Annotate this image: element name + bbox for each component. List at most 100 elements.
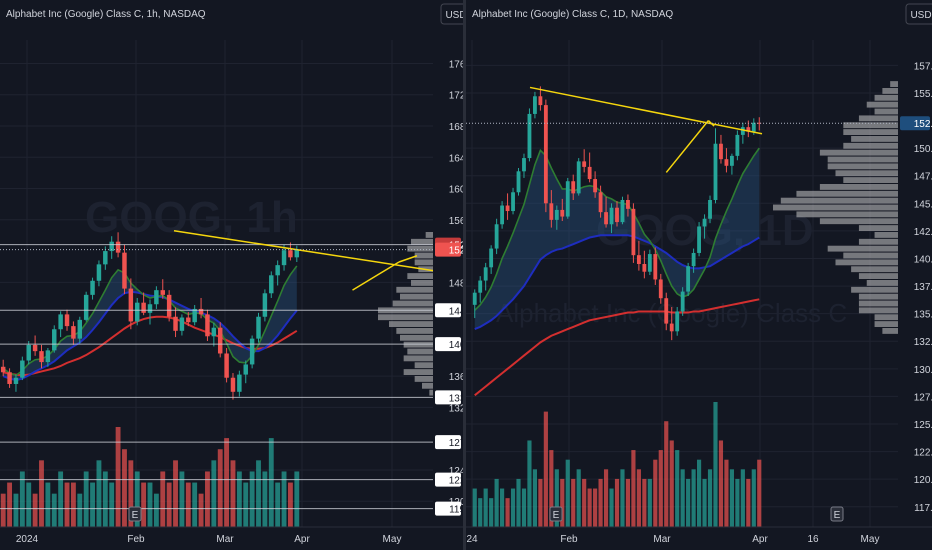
candle [32,344,38,352]
volume-bar [217,449,223,527]
candle [122,252,127,289]
candle [96,264,102,281]
price-level-badge-text: 127.56 [449,438,463,449]
candle [135,302,140,322]
volume-bar [746,478,751,527]
candle [288,250,293,258]
time-axis[interactable]: 2024 Feb Mar Apr May [0,526,463,550]
volume-profile-bar [429,389,433,396]
volume-bar [500,488,505,527]
price-level-badge-text: 119.05 [449,505,463,516]
volume-bar [26,482,32,527]
price-level-badge-text: 122.77 [449,476,463,487]
volume-bar [675,450,680,527]
volume-bar [707,469,713,527]
candle [708,200,712,219]
candle [631,208,636,256]
candles [0,232,300,400]
price-level-badge[interactable] [435,337,461,352]
volume-bar [664,421,669,527]
candle [478,280,483,293]
time-tick-label: Apr [752,534,768,545]
volume-bar [45,482,51,527]
volume-bar [472,488,477,527]
last-price-badge[interactable] [900,116,930,131]
time-axis[interactable]: 24 Feb Mar Apr 16 May [466,526,932,550]
price-tick-label: 124.00 [449,466,463,477]
candle [275,265,280,276]
candle [719,143,723,160]
volume-bar [115,427,121,527]
price-level-badge[interactable] [435,501,461,516]
price-tick-label: 137.50 [914,282,932,293]
volume-profile-bar [403,355,433,362]
volume-bar [631,450,636,527]
volume-bar [205,471,210,527]
volume-bar [262,471,268,527]
volume-profile-bar [858,293,898,300]
trendline[interactable] [529,86,763,135]
price-axis[interactable]: 176.00 172.00 168.00 164.00 160.00 156.00 148.… [433,0,463,550]
volume-bar [718,440,724,527]
trendline[interactable] [398,255,418,263]
candle [538,96,543,106]
last-price-badge[interactable] [435,242,461,257]
price-axis-bg [898,0,932,550]
volume-bar [702,478,707,527]
volume-bar [576,469,581,527]
price-level-badge[interactable] [435,390,461,405]
candle [615,207,619,223]
volume-profile-bar [874,314,898,321]
candle [511,192,515,212]
panel-divider[interactable] [463,0,466,550]
trendline[interactable] [173,230,439,273]
candle [45,350,51,363]
chart-panel-1h[interactable]: GOOG, 1hE176.00172.00168.00164.00160.001… [0,0,463,550]
candle [269,275,274,294]
volume-bar [483,488,488,527]
volume-bar [147,482,153,527]
volume-profile-bar [819,184,898,190]
volume-bar [729,469,734,527]
price-level-badge[interactable] [435,303,461,318]
price-axis[interactable]: 157.50 155.00 150.00 147.50 145.00 142.50 140.… [898,0,932,550]
candle [686,266,691,292]
earnings-marker[interactable] [549,506,563,522]
candle [71,326,76,339]
volume-bar [680,469,685,527]
price-tick-label: 142.50 [914,227,932,238]
volume-bar [102,471,108,527]
candle [516,171,521,193]
volume-bar [549,450,554,527]
candle [256,316,261,339]
trendline[interactable] [352,261,400,291]
trendline[interactable] [665,120,709,173]
candle [281,250,287,266]
volume-profile-bar [414,259,433,266]
currency-button[interactable] [905,3,932,25]
earnings-marker[interactable] [128,506,142,522]
earnings-marker[interactable] [830,506,844,522]
volume-bar [288,482,293,527]
volume-bar [691,469,696,527]
volume-bar [505,498,510,527]
volume-profile [773,81,898,334]
price-tick-label: 155.00 [914,89,932,100]
trendline[interactable] [707,120,715,127]
price-tick-label: 156.00 [449,216,463,227]
chart-title: Alphabet Inc (Google) Class C, 1h, NASDA… [6,9,206,20]
volume-bar [19,471,25,527]
candle [483,267,488,281]
volume-bar [32,493,38,527]
candle [691,252,696,267]
currency-button[interactable] [440,3,463,25]
candle [160,290,165,295]
price-level-badge[interactable] [435,435,461,450]
price-tick-label: 148.00 [449,278,463,289]
candle [729,155,734,166]
price-level-badge[interactable] [435,472,461,487]
volume-bar [510,488,516,527]
candle [294,249,300,258]
